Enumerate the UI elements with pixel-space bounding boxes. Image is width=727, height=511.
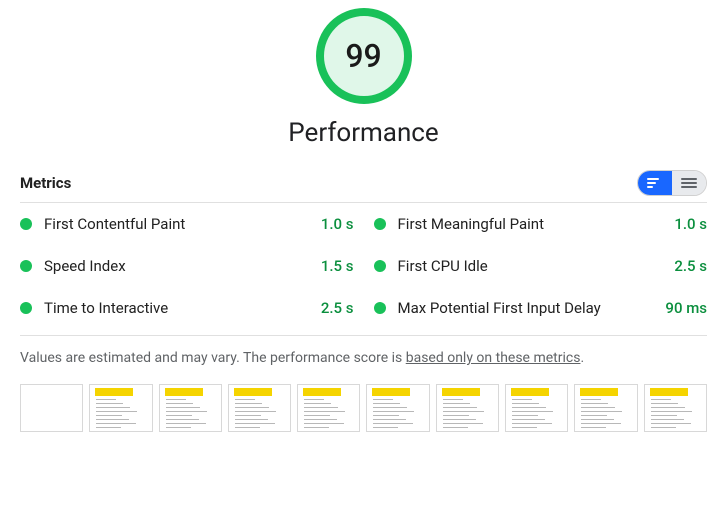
performance-score-circle: 99 xyxy=(316,8,412,104)
metrics-grid: First Contentful Paint 1.0 s First Meani… xyxy=(20,203,707,336)
metric-row: Time to Interactive 2.5 s xyxy=(20,287,354,329)
filmstrip-thumbnail[interactable] xyxy=(366,384,429,432)
metric-label: Speed Index xyxy=(44,257,321,275)
filmstrip-thumbnail[interactable] xyxy=(20,384,83,432)
metric-value: 90 ms xyxy=(665,299,707,317)
note-prefix: Values are estimated and may vary. The p… xyxy=(20,350,406,366)
metric-value: 2.5 s xyxy=(321,299,354,317)
metric-row: Speed Index 1.5 s xyxy=(20,245,354,287)
metrics-heading: Metrics xyxy=(20,174,71,192)
status-dot-icon xyxy=(20,218,32,230)
filmstrip-thumbnail[interactable] xyxy=(505,384,568,432)
metric-row: First Meaningful Paint 1.0 s xyxy=(374,203,708,245)
status-dot-icon xyxy=(374,218,386,230)
filmstrip-thumbnail[interactable] xyxy=(228,384,291,432)
metric-row: First Contentful Paint 1.0 s xyxy=(20,203,354,245)
note-link[interactable]: based only on these metrics xyxy=(406,350,581,366)
status-dot-icon xyxy=(20,302,32,314)
metrics-note: Values are estimated and may vary. The p… xyxy=(20,350,707,366)
metric-label: First CPU Idle xyxy=(398,257,675,275)
view-toggle-summary[interactable] xyxy=(638,171,672,195)
status-dot-icon xyxy=(20,260,32,272)
metric-label: Max Potential First Input Delay xyxy=(398,299,666,317)
status-dot-icon xyxy=(374,302,386,314)
filmstrip-thumbnail[interactable] xyxy=(644,384,707,432)
filmstrip-thumbnail[interactable] xyxy=(297,384,360,432)
status-dot-icon xyxy=(374,260,386,272)
filmstrip-thumbnail[interactable] xyxy=(159,384,222,432)
view-toggle-detail[interactable] xyxy=(672,171,706,195)
performance-score-title: Performance xyxy=(20,118,707,148)
summary-icon xyxy=(647,177,663,189)
performance-score-value: 99 xyxy=(345,37,381,75)
metric-row: Max Potential First Input Delay 90 ms xyxy=(374,287,708,329)
filmstrip xyxy=(20,384,707,432)
filmstrip-thumbnail[interactable] xyxy=(574,384,637,432)
filmstrip-thumbnail[interactable] xyxy=(89,384,152,432)
metric-value: 1.0 s xyxy=(321,215,354,233)
view-toggle xyxy=(637,170,707,196)
metric-label: First Meaningful Paint xyxy=(398,215,675,233)
metric-value: 2.5 s xyxy=(674,257,707,275)
filmstrip-thumbnail[interactable] xyxy=(436,384,499,432)
metric-value: 1.0 s xyxy=(674,215,707,233)
metric-label: Time to Interactive xyxy=(44,299,321,317)
note-suffix: . xyxy=(580,350,584,366)
metric-row: First CPU Idle 2.5 s xyxy=(374,245,708,287)
metric-value: 1.5 s xyxy=(321,257,354,275)
metric-label: First Contentful Paint xyxy=(44,215,321,233)
detail-icon xyxy=(681,177,697,189)
